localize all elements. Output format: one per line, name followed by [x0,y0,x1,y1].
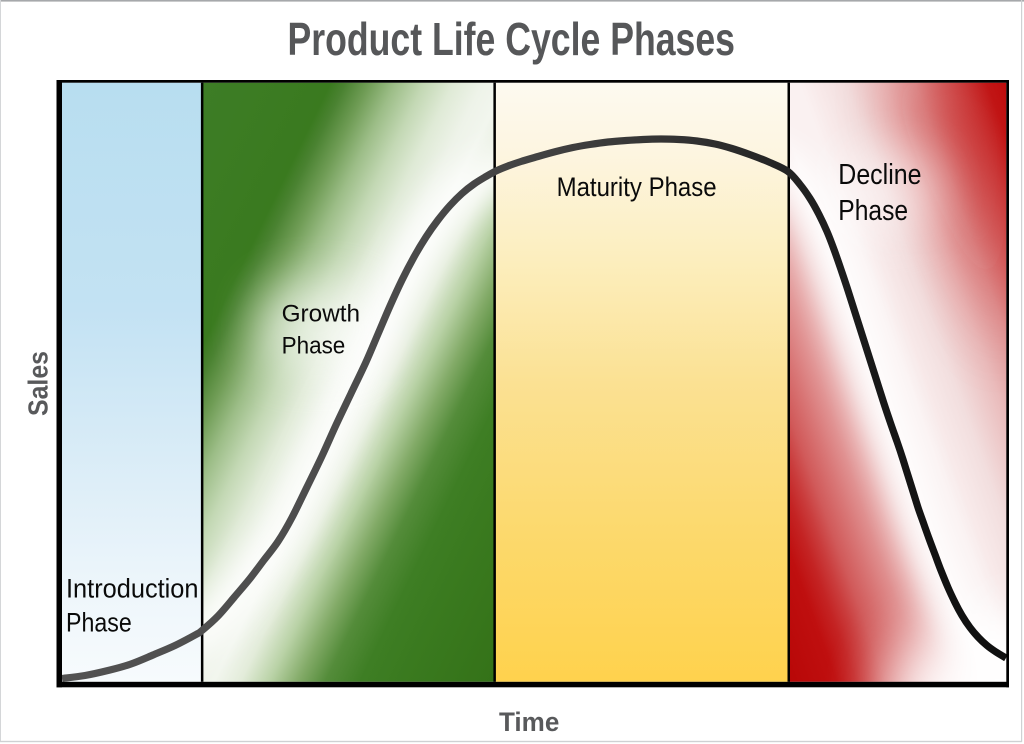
svg-text:Time: Time [499,707,559,737]
svg-text:Sales: Sales [23,351,54,416]
svg-text:Decline: Decline [838,158,921,190]
svg-text:Phase: Phase [838,194,908,226]
svg-text:Phase: Phase [282,333,346,360]
svg-text:Product Life Cycle Phases: Product Life Cycle Phases [288,13,736,65]
svg-text:Maturity Phase: Maturity Phase [557,172,717,202]
svg-text:Introduction: Introduction [66,574,199,604]
svg-text:Growth: Growth [282,300,361,327]
svg-text:Phase: Phase [66,608,132,638]
